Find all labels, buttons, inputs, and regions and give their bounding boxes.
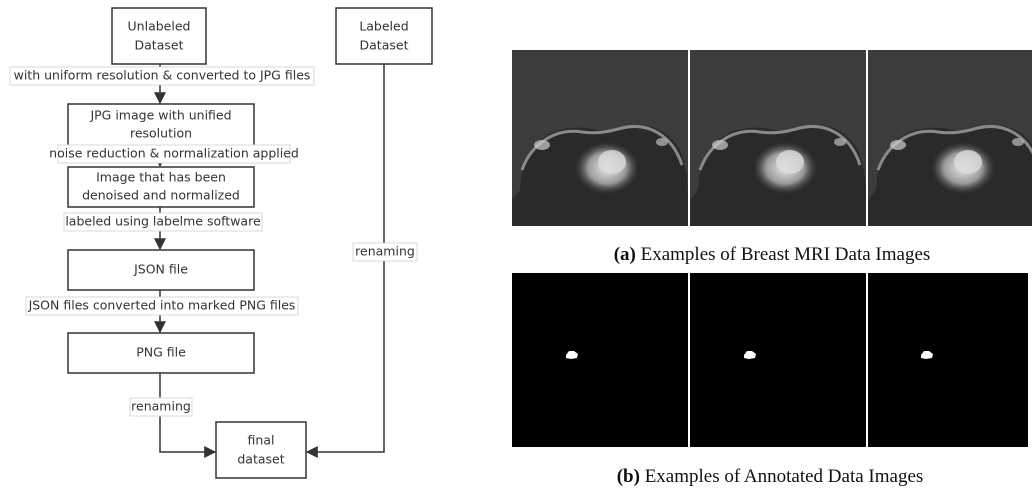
node-text: Image that has been — [96, 170, 226, 185]
node: Unlabeled Dataset — [112, 8, 206, 64]
mask-image — [868, 273, 1028, 447]
node-text: JPG image with unified — [89, 108, 231, 123]
node-text: final — [248, 433, 275, 448]
caption-tag: (a) — [614, 244, 636, 265]
node-text: resolution — [130, 126, 192, 141]
edge-label: noise reduction & normalization applied — [49, 146, 299, 161]
mask-image — [512, 273, 688, 447]
node-text: JSON file — [133, 262, 188, 277]
caption-text: Examples of Annotated Data Images — [645, 466, 924, 487]
edge-label: JSON files converted into marked PNG fil… — [28, 298, 296, 313]
mri-images — [512, 50, 1032, 226]
node-box — [216, 422, 306, 478]
node: JPG image with unified resolution — [68, 104, 254, 146]
caption-tag: (b) — [617, 466, 640, 487]
node-text: denoised and normalized — [82, 188, 240, 203]
node-text: dataset — [237, 452, 284, 467]
node-text: Unlabeled — [128, 19, 191, 34]
caption: (a) Examples of Breast MRI Data Images — [614, 244, 931, 265]
node-box — [112, 8, 206, 64]
caption: (b) Examples of Annotated Data Images — [617, 466, 924, 487]
edge-label: labeled using labelme software — [65, 214, 261, 229]
node: JSON file — [68, 250, 254, 290]
node: Image that has been denoised and normali… — [68, 167, 254, 207]
edge-label: renaming — [355, 244, 415, 259]
mri-image — [690, 50, 866, 226]
figure: Unlabeled Dataset Labeled Dataset JPG im… — [0, 0, 1032, 492]
caption-text: Examples of Breast MRI Data Images — [641, 244, 931, 265]
annotated-images — [512, 273, 1028, 447]
node: final dataset — [216, 422, 306, 478]
node-text: Dataset — [360, 38, 409, 53]
mri-image — [868, 50, 1032, 226]
node: Labeled Dataset — [336, 8, 432, 64]
node-text: Dataset — [135, 38, 184, 53]
node-box — [336, 8, 432, 64]
mask-image — [690, 273, 866, 447]
node-text: PNG file — [136, 345, 186, 360]
node: PNG file — [68, 333, 254, 373]
node-text: Labeled — [359, 19, 408, 34]
edge-label: renaming — [131, 399, 191, 414]
edge-label: with uniform resolution & converted to J… — [14, 68, 311, 83]
mri-image — [512, 50, 688, 226]
